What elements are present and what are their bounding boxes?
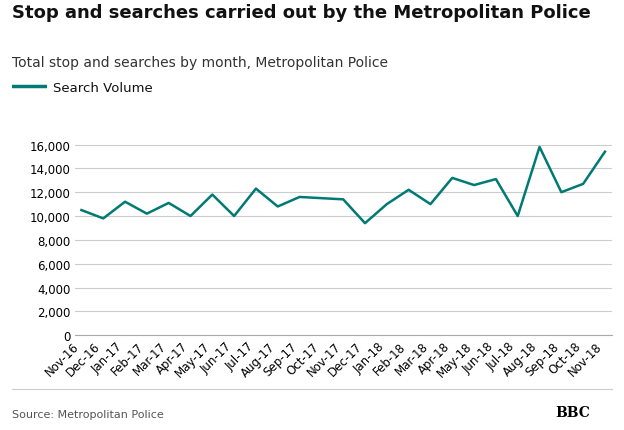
- Text: Source: Metropolitan Police: Source: Metropolitan Police: [12, 409, 164, 419]
- Text: Total stop and searches by month, Metropolitan Police: Total stop and searches by month, Metrop…: [12, 56, 389, 70]
- Text: Search Volume: Search Volume: [53, 82, 153, 95]
- Text: Stop and searches carried out by the Metropolitan Police: Stop and searches carried out by the Met…: [12, 4, 591, 22]
- Text: BBC: BBC: [555, 405, 590, 419]
